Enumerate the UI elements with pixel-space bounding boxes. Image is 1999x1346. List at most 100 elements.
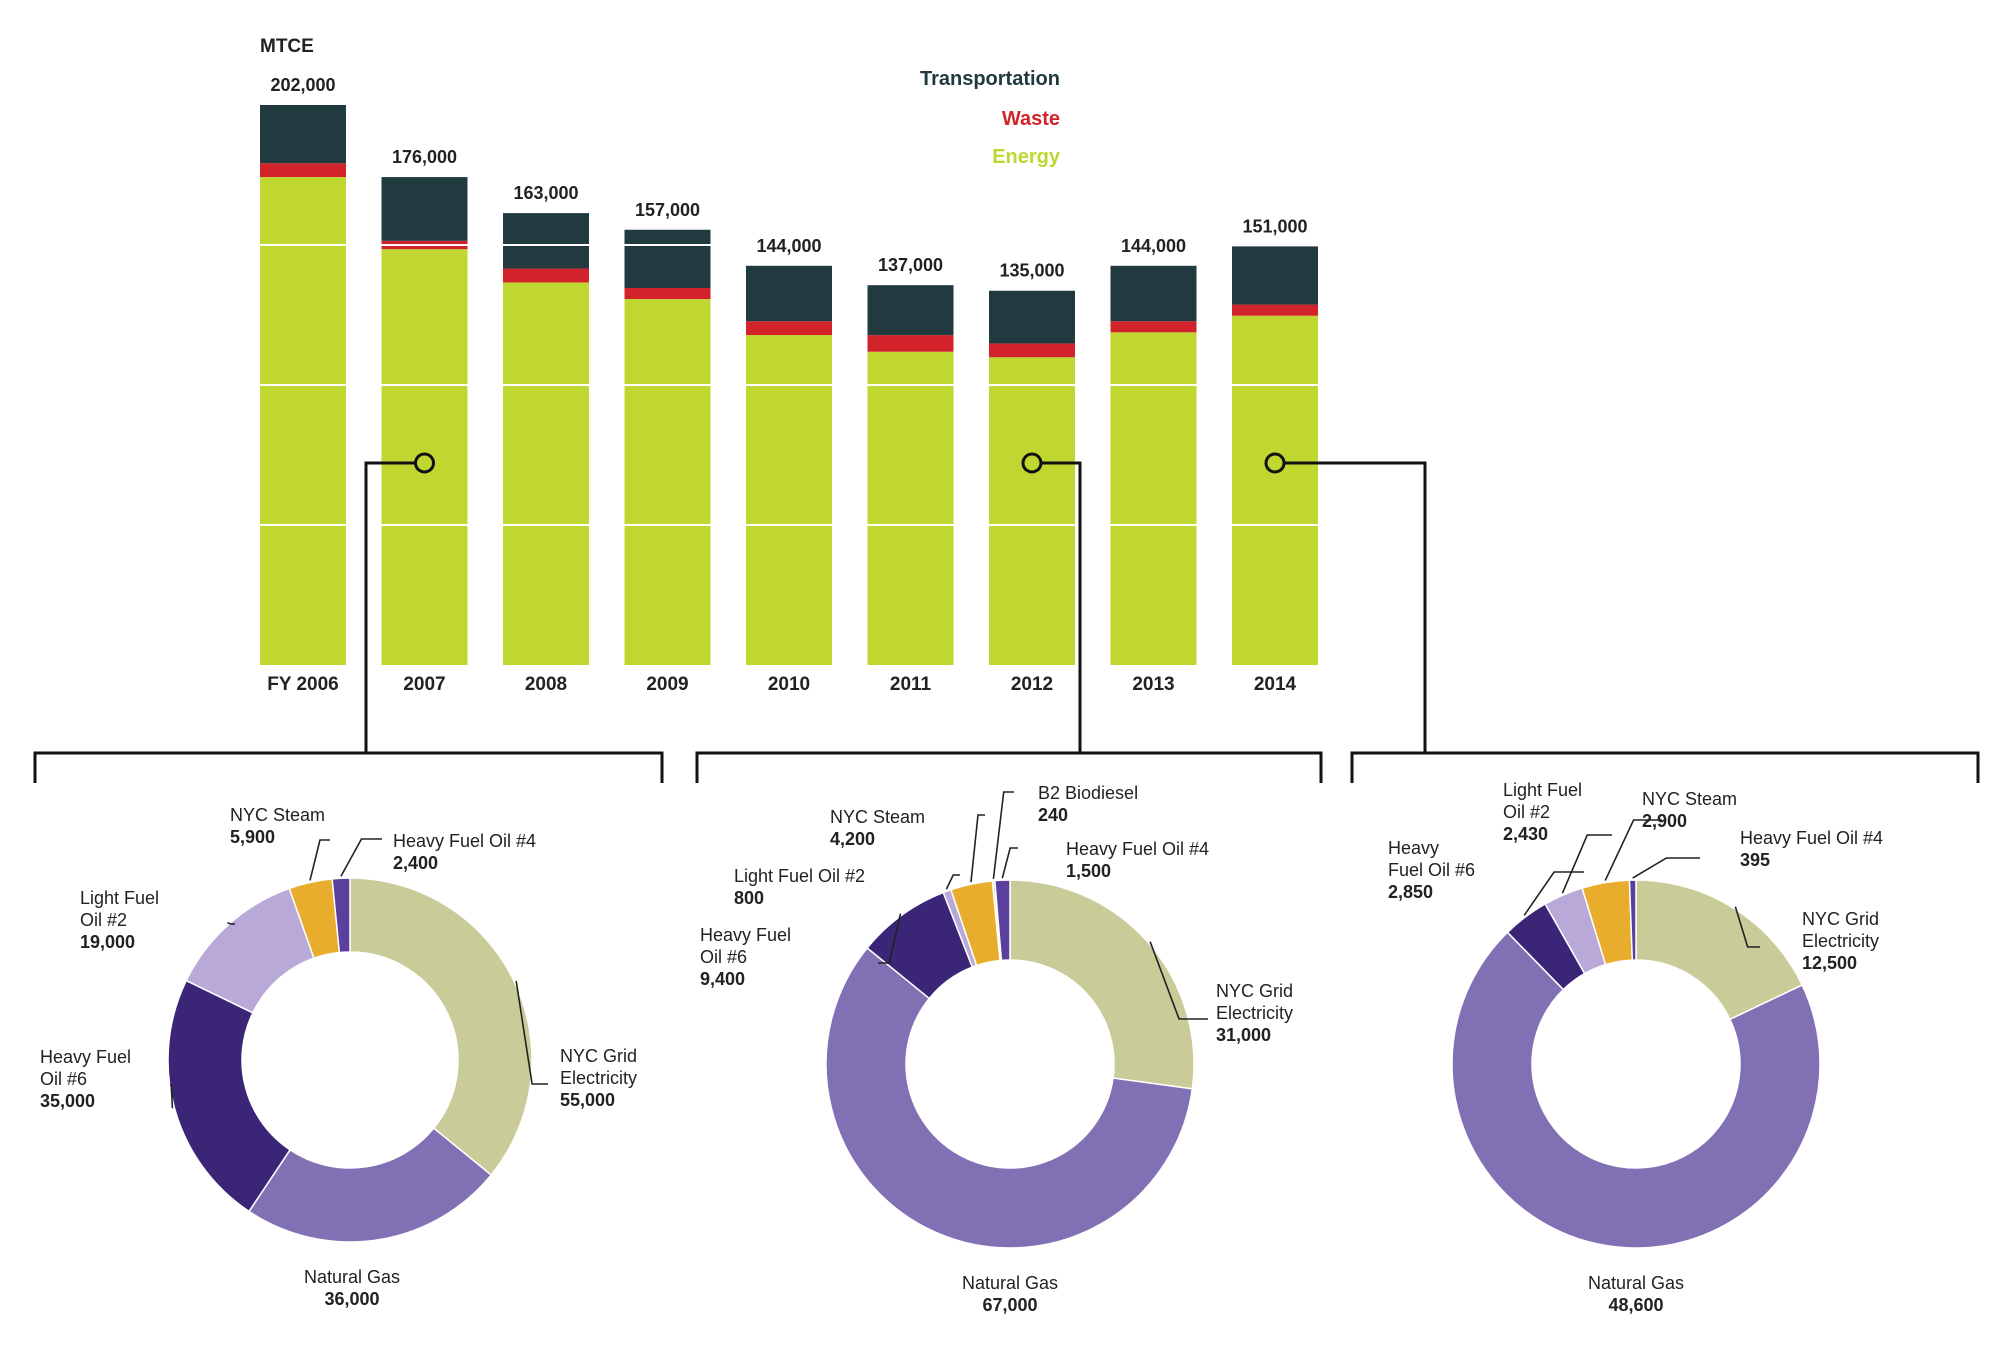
slice-name: NYC Steam: [1642, 789, 1737, 809]
bar-transportation-4: [746, 265, 832, 322]
slice-name: NYC Steam: [230, 805, 325, 825]
slice-name: Oil #6: [700, 947, 747, 967]
bar-total-label: 144,000: [1121, 236, 1186, 256]
slice-name: NYC Steam: [830, 807, 925, 827]
bar-transportation-1: [381, 177, 468, 241]
leader-line: [1149, 941, 1208, 1020]
bar-total-label: 144,000: [756, 236, 821, 256]
x-tick-label: 2011: [890, 674, 932, 695]
y-unit-label: MTCE: [260, 36, 314, 57]
slice-value: 31,000: [1216, 1025, 1271, 1045]
bar-total-label: 163,000: [513, 183, 578, 203]
connector-dot: [414, 452, 435, 474]
bar-total-label: 157,000: [635, 200, 700, 220]
bar-transportation-6: [989, 290, 1075, 344]
connector-dot: [1021, 452, 1043, 474]
slice-value: 19,000: [80, 932, 135, 952]
slice-value: 1,500: [1066, 861, 1111, 881]
slice-name: Fuel Oil #6: [1388, 860, 1475, 880]
leader-line: [309, 839, 330, 881]
slice-name: Oil #6: [40, 1069, 87, 1089]
slice-nyc-grid-electricity: [1635, 879, 1804, 1021]
leader-line: [970, 814, 985, 883]
pie-bracket: [33, 751, 664, 783]
leader-line: [878, 913, 902, 964]
slice-value: 5,900: [230, 827, 275, 847]
slice-name: Light Fuel: [80, 888, 159, 908]
bar-waste-8: [1232, 304, 1318, 316]
slice-nyc-grid-electricity: [1009, 879, 1195, 1090]
bar-energy-0: [260, 177, 346, 665]
slice-name: Oil #2: [80, 910, 127, 930]
bar-energy-3: [624, 299, 711, 665]
slice-value: 35,000: [40, 1091, 95, 1111]
bar-total-label: 137,000: [878, 255, 943, 275]
leader-line: [992, 791, 1014, 879]
bar-energy-8: [1232, 315, 1318, 665]
x-tick-label: FY 2006: [267, 674, 338, 695]
slice-heavy-fuel-oil-6: [167, 979, 292, 1213]
slice-heavy-fuel-oil-4: [331, 877, 351, 954]
slice-natural-gas: [825, 946, 1194, 1249]
slice-name: B2 Biodiesel: [1038, 783, 1138, 803]
slice-value: 55,000: [560, 1090, 615, 1110]
slice-value: 395: [1740, 850, 1770, 870]
leader-line: [1523, 871, 1584, 916]
legend-transportation: Transportation: [920, 68, 1060, 90]
legend-energy: Energy: [992, 146, 1061, 168]
slice-value: 9,400: [700, 969, 745, 989]
slice-name: Natural Gas: [1588, 1273, 1684, 1293]
bar-energy-5: [867, 351, 954, 665]
slice-name: Heavy Fuel Oil #4: [1740, 828, 1883, 848]
connector-dot: [1264, 452, 1286, 474]
slice-natural-gas: [247, 1127, 493, 1243]
slice-name: Oil #2: [1503, 802, 1550, 822]
slice-name: Heavy Fuel Oil #4: [393, 831, 536, 851]
slice-name: Heavy Fuel: [700, 925, 791, 945]
slice-name: Electricity: [1802, 931, 1879, 951]
leader-line: [1604, 819, 1662, 881]
slice-name: Light Fuel: [1503, 780, 1582, 800]
slice-name: NYC Grid: [1802, 909, 1879, 929]
x-tick-label: 2014: [1254, 674, 1297, 695]
slice-heavy-fuel-oil-4: [1628, 879, 1637, 961]
leader-line: [945, 874, 960, 890]
bar-total-label: 202,000: [270, 75, 335, 95]
x-tick-label: 2010: [768, 674, 810, 695]
bar-waste-2: [503, 268, 589, 283]
bar-transportation-2: [503, 213, 589, 269]
slice-label: Heavy Fuel Oil #42,400: [340, 831, 536, 877]
leader-line: [515, 980, 548, 1085]
slice-value: 67,000: [982, 1295, 1037, 1315]
slice-heavy-fuel-oil-4: [994, 879, 1011, 962]
slice-name: Electricity: [560, 1068, 637, 1088]
leader-line: [1734, 906, 1760, 948]
x-tick-label: 2007: [403, 674, 445, 695]
slice-name: Heavy Fuel Oil #4: [1066, 839, 1209, 859]
slice-name: Electricity: [1216, 1003, 1293, 1023]
bar-connector: [1275, 461, 1427, 753]
bar-transportation-0: [260, 105, 346, 164]
leader-line: [1632, 857, 1700, 879]
bar-energy-6: [989, 357, 1075, 665]
bar-transportation-3: [624, 229, 711, 288]
x-tick-label: 2009: [646, 674, 688, 695]
stacked-bar-chart: MTCE 202,000 FY 2006 176,000 2007 163,000 2008…: [260, 36, 1318, 695]
slice-value: 2,400: [393, 853, 438, 873]
slice-value: 240: [1038, 805, 1068, 825]
slice-name: Light Fuel Oil #2: [734, 866, 865, 886]
